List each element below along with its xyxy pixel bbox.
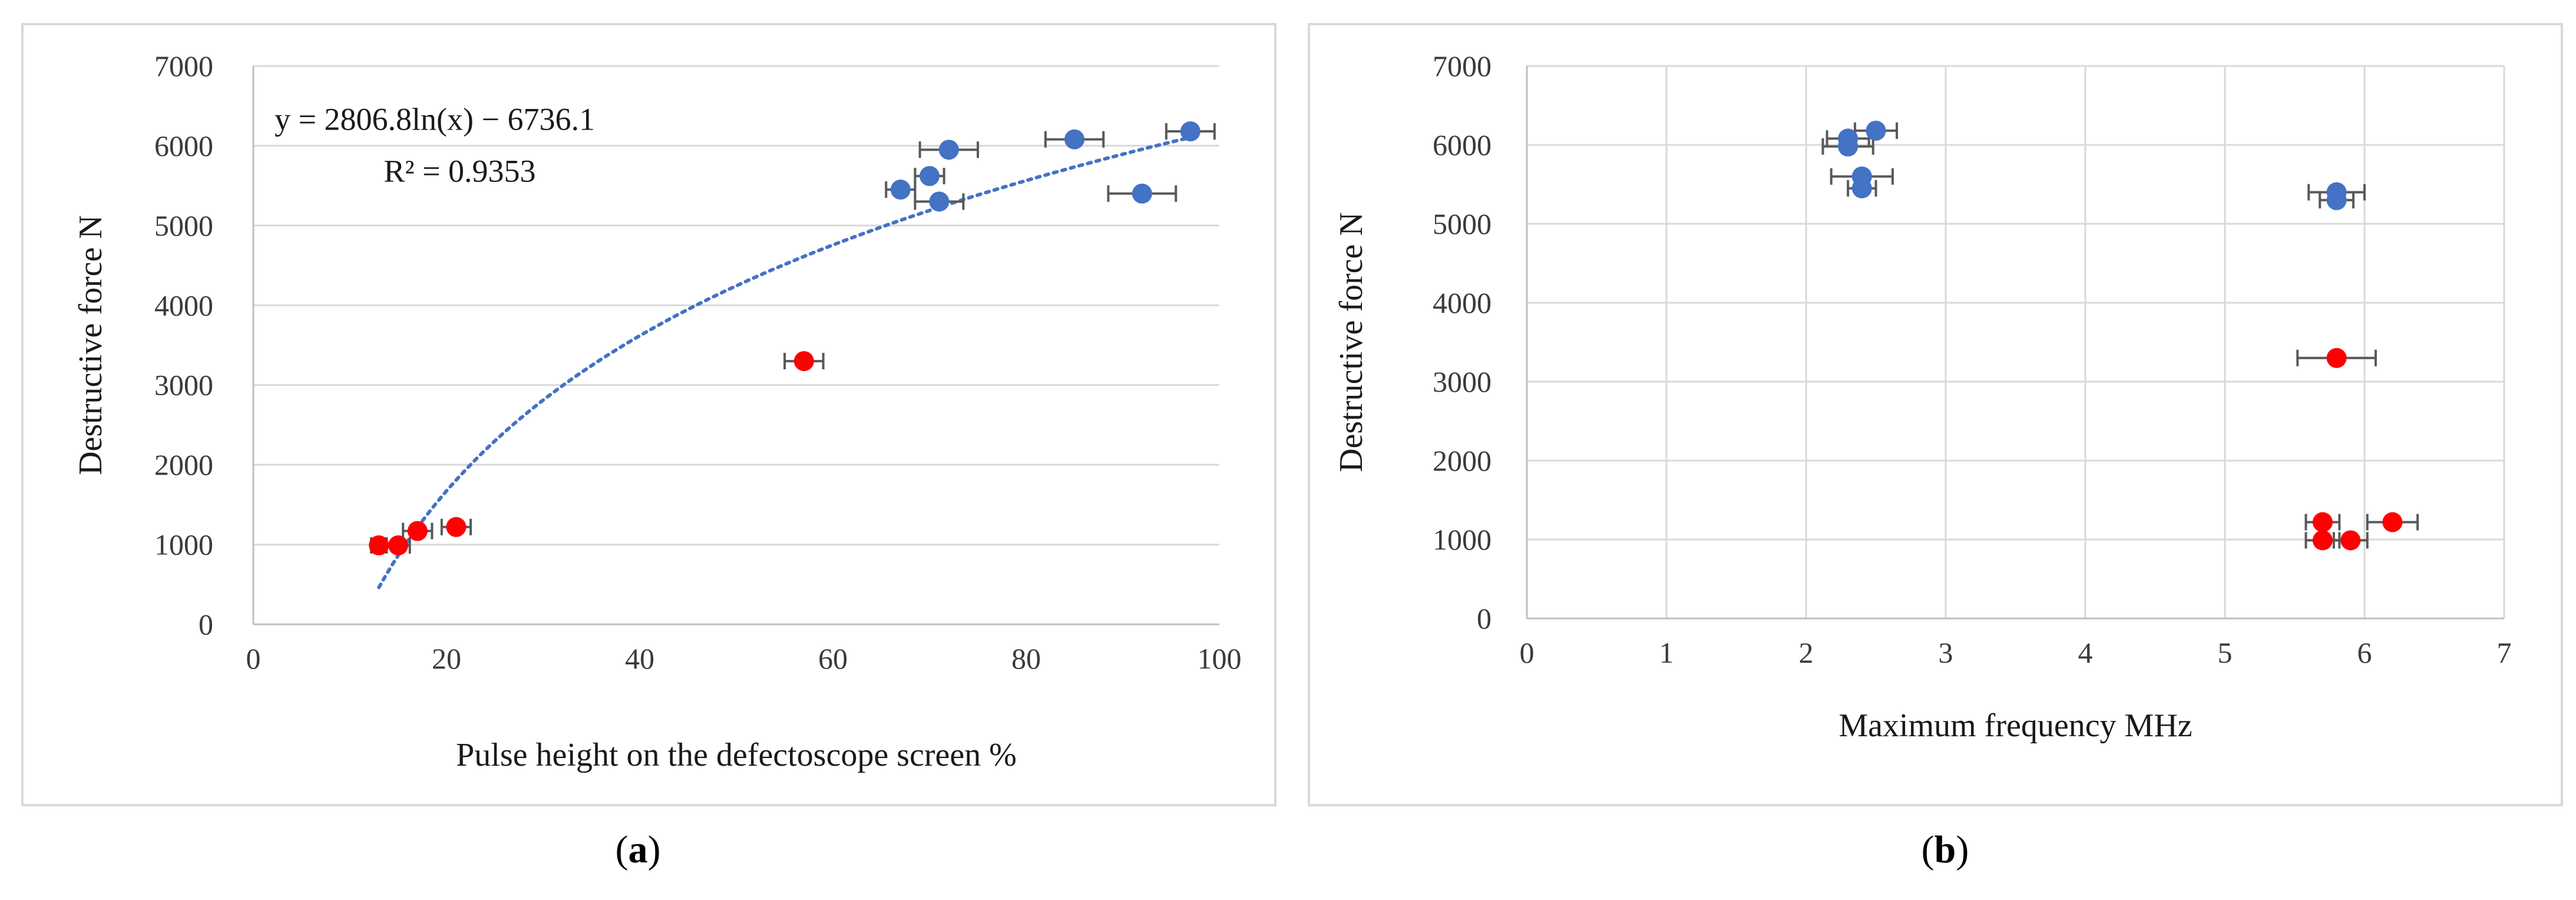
y-tick-label: 3000 <box>1433 365 1492 398</box>
y-tick-label: 0 <box>1477 602 1492 635</box>
data-point-blue <box>1064 129 1084 150</box>
y-tick-label: 0 <box>199 608 213 641</box>
data-point-red <box>2326 348 2347 368</box>
x-tick-label: 20 <box>432 642 461 675</box>
data-point-blue <box>929 191 950 212</box>
data-point-blue <box>2326 190 2347 210</box>
trendline <box>377 135 1192 590</box>
y-tick-label: 6000 <box>1433 128 1492 161</box>
x-tick-label: 60 <box>818 642 848 675</box>
y-tick-label: 7000 <box>154 49 213 82</box>
y-tick-label: 1000 <box>1433 523 1492 556</box>
y-tick-label: 2000 <box>1433 444 1492 477</box>
x-tick-label: 3 <box>1939 636 1953 669</box>
x-tick-label: 6 <box>2357 636 2372 669</box>
caption-b-label: b <box>1934 828 1956 871</box>
data-point-blue <box>1132 183 1152 204</box>
data-point-blue <box>890 179 911 200</box>
chart-panel-a: 0 1000 2000 3000 4000 5000 6000 7000 0 20 40 60 80 10… <box>72 49 1242 773</box>
x-tick-label: 0 <box>1520 636 1535 669</box>
caption-a: (a) <box>615 828 661 871</box>
trendline-r2: R² = 0.9353 <box>383 153 535 188</box>
y-tick-label: 1000 <box>154 528 213 561</box>
x-tick-label: 5 <box>2218 636 2233 669</box>
data-point-red <box>793 351 814 372</box>
x-axis-title: Pulse height on the defectoscope screen … <box>456 737 1017 773</box>
x-tick-label: 100 <box>1198 642 1242 675</box>
caption-b: (b) <box>1921 828 1969 871</box>
y-tick-label: 5000 <box>1433 207 1492 240</box>
x-tick-label: 0 <box>246 642 261 675</box>
data-point-blue <box>1180 121 1201 142</box>
data-point-blue <box>1866 120 1886 141</box>
data-point-red <box>2382 512 2403 532</box>
y-tick-label: 7000 <box>1433 49 1492 82</box>
y-axis-title: Destructive force N <box>1333 212 1370 472</box>
chart-panel-b: 0 1000 2000 3000 4000 5000 6000 7000 0 1 2 3 4 5 6 7 Max… <box>1333 49 2512 744</box>
data-point-red <box>446 517 467 537</box>
y-tick-label: 5000 <box>154 209 213 242</box>
y-tick-label: 4000 <box>1433 286 1492 319</box>
y-tick-label: 3000 <box>154 369 213 402</box>
x-tick-label: 4 <box>2078 636 2093 669</box>
y-axis-title: Destructive force N <box>72 215 109 475</box>
data-point-blue <box>938 140 959 160</box>
data-point-blue <box>1838 136 1859 157</box>
y-tick-label: 6000 <box>154 129 213 162</box>
x-axis-title: Maximum frequency MHz <box>1838 707 2192 744</box>
data-point-red <box>388 535 408 555</box>
x-tick-label: 80 <box>1011 642 1041 675</box>
data-point-red <box>2312 530 2333 551</box>
y-tick-label: 2000 <box>154 448 213 481</box>
panel-b-frame <box>1308 23 2563 806</box>
panel-a-frame <box>21 23 1277 806</box>
trendline-equation: y = 2806.8ln(x) − 6736.1 <box>275 101 595 137</box>
y-tick-label: 4000 <box>154 289 213 322</box>
x-tick-label: 7 <box>2497 636 2512 669</box>
data-point-red <box>2312 512 2333 532</box>
data-point-blue <box>920 166 940 186</box>
caption-a-label: a <box>628 828 648 871</box>
data-point-red <box>369 535 389 555</box>
data-point-red <box>407 521 428 541</box>
x-tick-label: 2 <box>1799 636 1814 669</box>
data-point-red <box>2340 530 2361 551</box>
x-tick-label: 1 <box>1659 636 1674 669</box>
data-point-blue <box>1851 178 1872 198</box>
x-tick-label: 40 <box>625 642 654 675</box>
